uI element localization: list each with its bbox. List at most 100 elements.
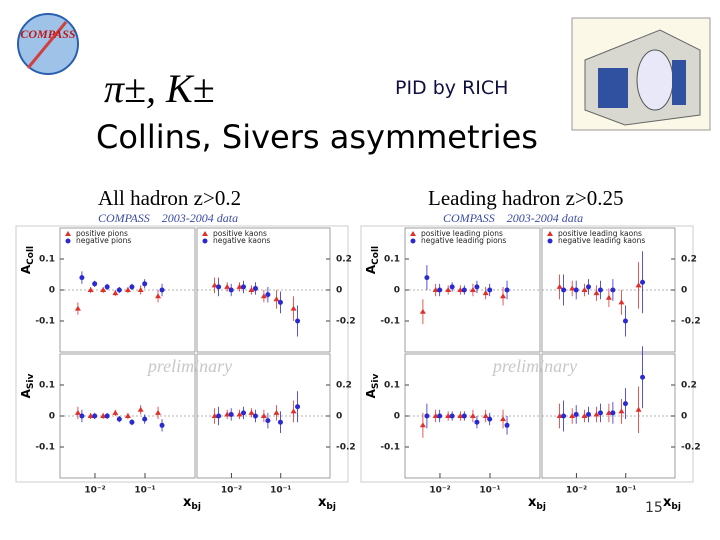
data-point — [273, 296, 280, 302]
legend-symbol — [410, 238, 416, 244]
data-point — [277, 419, 283, 425]
detector-mirror — [636, 49, 674, 111]
data-point — [504, 422, 510, 428]
legend-symbol — [547, 238, 553, 244]
y-tick-label: -0.2 — [681, 317, 701, 327]
data-point — [635, 406, 642, 412]
data-point — [449, 413, 455, 419]
data-point — [424, 413, 430, 419]
data-point — [640, 279, 646, 285]
legend-label: negative pions — [76, 236, 131, 245]
data-point — [640, 374, 646, 380]
data-point — [605, 409, 612, 415]
data-point — [211, 282, 218, 288]
data-point — [474, 419, 480, 425]
detector-picture — [571, 17, 711, 131]
data-point — [100, 413, 107, 418]
data-point — [504, 287, 510, 293]
data-point — [137, 406, 144, 412]
legend-label: positive leading kaons — [558, 229, 642, 238]
data-point — [581, 413, 588, 418]
y-tick-label: -0.1 — [380, 443, 400, 453]
y-tick-label: 0 — [394, 412, 400, 422]
legend-label: positive kaons — [213, 229, 267, 238]
figure-caption: All hadron z>0.2 — [98, 186, 241, 210]
data-point — [573, 287, 579, 293]
data-point — [142, 281, 148, 287]
data-point — [482, 290, 489, 296]
y-tick-label: -0.2 — [681, 443, 701, 453]
x-tick-label: 10⁻² — [429, 486, 450, 496]
y-tick-label: -0.2 — [336, 443, 356, 453]
data-point — [586, 411, 592, 417]
y-label-sub: Coll — [26, 246, 36, 265]
data-point — [265, 292, 271, 298]
logo-text: COMPASS — [20, 27, 75, 41]
data-point — [79, 413, 85, 419]
x-tick-label: 10⁻¹ — [270, 486, 291, 496]
data-point — [228, 287, 234, 293]
x-label-sub: bj — [191, 502, 201, 512]
data-point — [474, 284, 480, 290]
legend-label: negative kaons — [213, 236, 270, 245]
legend-symbol — [65, 231, 71, 236]
data-point — [449, 284, 455, 290]
x-label-main: x — [528, 495, 537, 510]
y-tick-label: 0.2 — [336, 381, 352, 391]
data-point — [252, 285, 258, 291]
y-tick-label: 0.2 — [681, 381, 697, 391]
data-point — [605, 294, 612, 300]
data-point — [216, 284, 222, 290]
data-point — [622, 318, 628, 324]
data-point — [437, 287, 443, 293]
banner-data: 2003-2004 data — [507, 211, 583, 225]
x-tick-label: 10⁻² — [221, 486, 242, 496]
data-point — [500, 293, 507, 299]
y-label-main: A — [364, 264, 378, 274]
data-point — [561, 413, 567, 419]
data-point — [273, 409, 280, 415]
y-tick-label: 0 — [681, 412, 687, 422]
data-point — [216, 413, 222, 419]
y-label-sub: Siv — [371, 374, 381, 390]
x-tick-label: 10⁻¹ — [615, 486, 636, 496]
figure-frame — [15, 225, 349, 483]
data-point — [159, 422, 165, 428]
y-tick-label: 0 — [336, 412, 342, 422]
data-point — [228, 411, 234, 417]
data-point — [487, 287, 493, 293]
slide-title: Collins, Sivers asymmetries — [96, 118, 538, 156]
x-tick-label: 10⁻² — [84, 486, 105, 496]
figure-banner: COMPASS 2003-2004 data — [98, 211, 238, 225]
legend-symbol — [547, 231, 553, 236]
data-point — [142, 416, 148, 422]
data-point — [445, 413, 452, 418]
data-point — [622, 401, 628, 407]
data-point — [74, 305, 81, 311]
data-point — [597, 410, 603, 416]
data-point — [155, 293, 162, 299]
y-tick-label: 0.2 — [336, 255, 352, 265]
x-tick-label: 10⁻² — [566, 486, 587, 496]
y-tick-label: -0.2 — [336, 317, 356, 327]
y-label-sub: Siv — [26, 374, 36, 390]
legend-symbol — [202, 231, 208, 236]
data-point — [290, 305, 297, 311]
x-tick-label: 10⁻¹ — [479, 486, 500, 496]
data-point — [124, 287, 131, 292]
data-point — [129, 419, 135, 425]
data-point — [159, 287, 165, 293]
figure-caption: Leading hadron z>0.25 — [428, 186, 624, 210]
data-point — [260, 293, 267, 299]
legend-label: negative leading pions — [421, 236, 506, 245]
data-point — [112, 409, 119, 415]
y-tick-label: 0 — [681, 286, 687, 296]
logo-streak — [26, 21, 68, 69]
data-point — [92, 413, 98, 419]
y-tick-label: -0.1 — [35, 317, 55, 327]
x-label-sub: bj — [536, 502, 546, 512]
data-point — [277, 299, 283, 305]
y-axis-label: AColl — [19, 246, 36, 274]
page-number: 15 — [645, 500, 663, 516]
y-tick-label: 0.2 — [681, 255, 697, 265]
